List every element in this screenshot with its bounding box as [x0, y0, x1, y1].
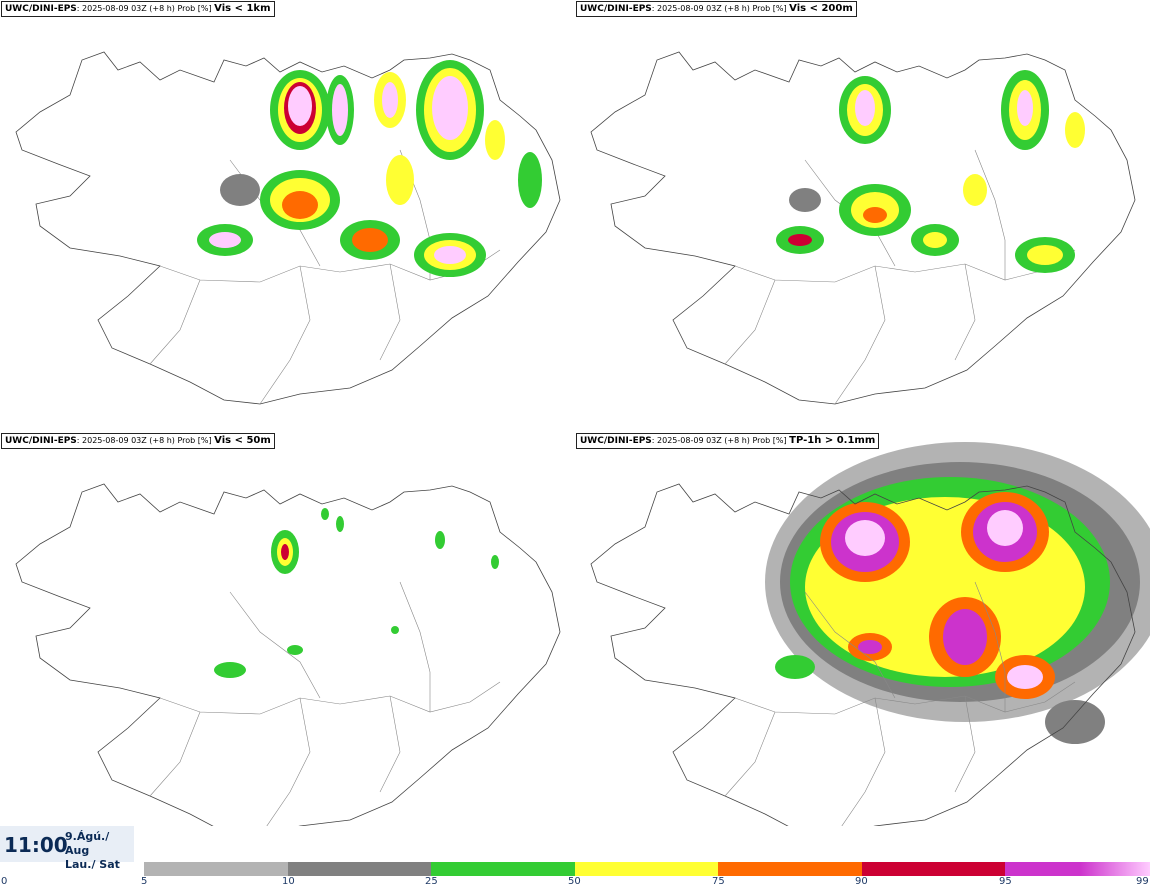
probability-field: [765, 442, 1150, 744]
valid-hour: 11:00: [4, 833, 68, 857]
scale-segment-5: [718, 862, 862, 876]
probability-field: [776, 70, 1085, 273]
map-panel-vis-200m: UWC/DINI-EPS: 2025-08-09 03Z (+8 h) Prob…: [575, 0, 1150, 432]
iceland-map: [15, 51, 561, 405]
scale-tick: 95: [999, 876, 1012, 887]
scale-tick: 99: [1136, 876, 1149, 887]
map-panel-vis-50m: UWC/DINI-EPS: 2025-08-09 03Z (+8 h) Prob…: [0, 432, 575, 826]
map-panel-vis-1km: UWC/DINI-EPS: 2025-08-09 03Z (+8 h) Prob…: [0, 0, 575, 432]
panel-title: UWC/DINI-EPS: 2025-08-09 03Z (+8 h) Prob…: [576, 433, 880, 449]
scale-segment-6: [862, 862, 1005, 876]
panel-title: UWC/DINI-EPS: 2025-08-09 03Z (+8 h) Prob…: [1, 1, 275, 17]
scale-segment-3: [431, 862, 575, 876]
scale-tick: 10: [282, 876, 295, 887]
color-scale-bar: [144, 862, 1150, 876]
scale-tick: 5: [141, 876, 148, 887]
probability-field: [214, 508, 499, 678]
panel-title: UWC/DINI-EPS: 2025-08-09 03Z (+8 h) Prob…: [576, 1, 857, 17]
valid-time-box: 11:00 9.Ágú./ Aug Lau./ Sat: [0, 826, 134, 871]
iceland-map: [15, 483, 561, 826]
scale-segment-4: [575, 862, 718, 876]
panel-title: UWC/DINI-EPS: 2025-08-09 03Z (+8 h) Prob…: [1, 433, 275, 449]
scale-tick: 25: [425, 876, 438, 887]
scale-tick: 90: [855, 876, 868, 887]
scale-segment-1: [144, 862, 288, 876]
scale-segment-7: [1005, 862, 1080, 876]
map-panel-tp-1h: UWC/DINI-EPS: 2025-08-09 03Z (+8 h) Prob…: [575, 432, 1150, 826]
iceland-map: [590, 442, 1150, 826]
scale-tick: 75: [712, 876, 725, 887]
valid-date: 9.Ágú./ Aug Lau./ Sat: [65, 830, 120, 871]
scale-segment-8: [1080, 862, 1150, 876]
probability-field: [197, 60, 542, 277]
scale-tick: 50: [568, 876, 581, 887]
scale-tick: 0: [1, 876, 8, 887]
iceland-map: [590, 51, 1136, 405]
scale-segment-2: [288, 862, 431, 876]
